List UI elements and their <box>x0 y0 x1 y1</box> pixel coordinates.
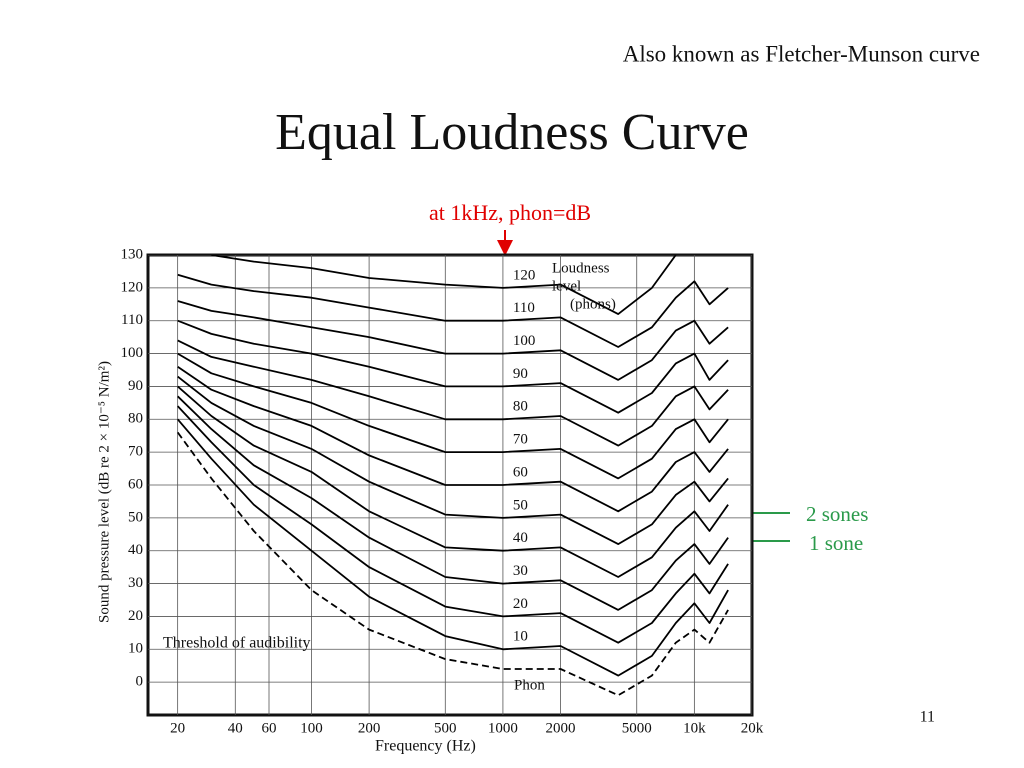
note: at 1kHz, phon=dB <box>429 200 591 225</box>
x-tick-label: 1000 <box>488 720 518 736</box>
unit-label: Phon <box>514 677 545 693</box>
loudness-curve <box>177 352 729 480</box>
x-tick-label: 100 <box>300 720 323 736</box>
series-label: 90 <box>513 366 528 382</box>
x-tick-label: 10k <box>683 720 706 736</box>
loudness-curve <box>177 405 729 644</box>
series-label: 40 <box>513 530 528 546</box>
y-tick-label: 90 <box>128 378 143 394</box>
sone-label: 1 sone <box>809 531 863 555</box>
page-number: 11 <box>920 709 935 726</box>
series-label: 110 <box>513 300 535 316</box>
y-tick-label: 10 <box>128 641 143 657</box>
series-label: 50 <box>513 497 528 513</box>
x-tick-label: 200 <box>358 720 381 736</box>
y-axis-label: Sound pressure level (dB re 2 × 10⁻⁵ N/m… <box>96 361 112 623</box>
y-tick-label: 120 <box>121 279 144 295</box>
loudness-curve <box>177 385 729 578</box>
loudness-curve <box>177 273 729 348</box>
y-tick-label: 70 <box>128 444 143 460</box>
y-tick-label: 80 <box>128 411 143 427</box>
y-tick-label: 50 <box>128 509 143 525</box>
x-tick-label: 500 <box>434 720 457 736</box>
loudness-curve <box>177 418 729 677</box>
x-tick-label: 2000 <box>546 720 576 736</box>
x-tick-label: 20k <box>741 720 764 736</box>
series-label: Threshold of audibility <box>163 635 311 652</box>
y-tick-label: 110 <box>121 312 143 328</box>
plot-area <box>148 255 752 715</box>
x-tick-label: 20 <box>170 720 185 736</box>
slide-title: Equal Loudness Curve <box>275 104 749 161</box>
series-label: 10 <box>513 629 528 645</box>
loudness-curve <box>177 300 729 381</box>
subtitle: Also known as Fletcher-Munson curve <box>623 41 980 66</box>
x-tick-label: 5000 <box>622 720 652 736</box>
series-label: 30 <box>513 563 528 579</box>
y-tick-label: 40 <box>128 542 143 558</box>
loudness-curve <box>177 319 729 414</box>
x-tick-label: 40 <box>228 720 243 736</box>
y-tick-label: 0 <box>136 674 144 690</box>
series-label: 100 <box>513 333 536 349</box>
x-tick-label: 60 <box>261 720 276 736</box>
legend-title: level <box>552 278 581 294</box>
legend-title: (phons) <box>570 296 616 312</box>
loudness-curve <box>177 339 729 447</box>
loudness-curve <box>177 395 729 611</box>
series-label: 80 <box>513 399 528 415</box>
series-label: 70 <box>513 432 528 448</box>
legend-title: Loudness <box>552 260 610 276</box>
sone-label: 2 sones <box>806 502 868 526</box>
y-tick-label: 60 <box>128 476 143 492</box>
y-tick-label: 30 <box>128 575 143 591</box>
loudness-curve <box>176 431 729 697</box>
y-tick-label: 20 <box>128 608 143 624</box>
y-tick-label: 130 <box>121 246 144 262</box>
series-label: 120 <box>513 267 536 283</box>
loudness-curve <box>177 375 729 545</box>
y-tick-label: 100 <box>121 345 144 361</box>
series-label: 20 <box>513 596 528 612</box>
x-axis-label: Frequency (Hz) <box>375 738 476 755</box>
loudness-curve <box>177 365 729 513</box>
series-label: 60 <box>513 464 528 480</box>
loudness-curve <box>211 255 677 315</box>
